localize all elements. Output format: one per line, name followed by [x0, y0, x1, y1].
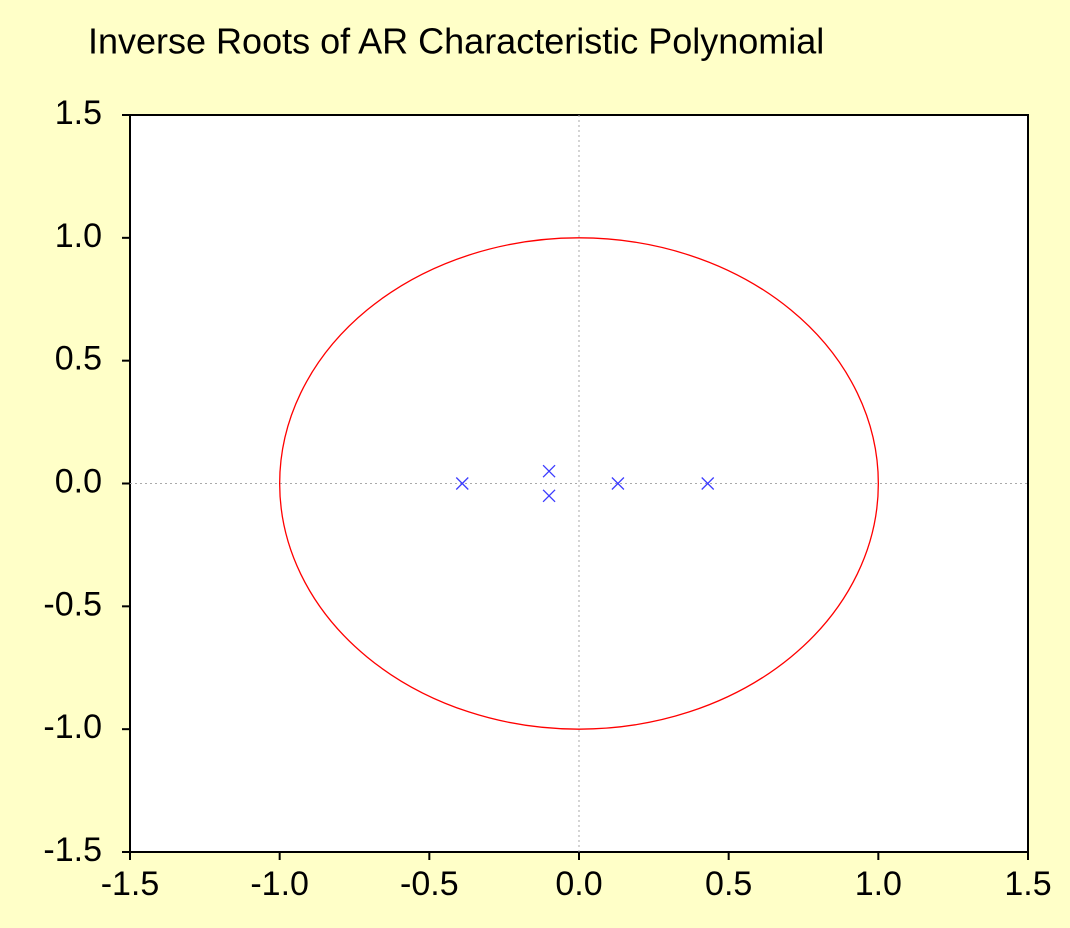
x-tick-label: -1.5	[101, 865, 160, 903]
y-tick-label: -1.5	[43, 831, 102, 869]
root-marker	[455, 477, 469, 490]
x-tick-label: 0.0	[555, 865, 602, 903]
y-tick-label: 0.0	[55, 462, 102, 500]
x-tick-label: 0.5	[705, 865, 752, 903]
y-tick-label: 1.5	[55, 94, 102, 132]
root-marker	[542, 464, 556, 478]
y-tick-label: -1.0	[43, 708, 102, 746]
chart-title: Inverse Roots of AR Characteristic Polyn…	[88, 21, 824, 62]
root-marker	[542, 489, 556, 503]
y-tick-label: 0.5	[55, 340, 102, 378]
x-tick-label: -0.5	[400, 865, 459, 903]
y-tick-label: -0.5	[43, 585, 102, 623]
x-tick-label: 1.5	[1004, 865, 1051, 903]
y-tick-label: 1.0	[55, 217, 102, 255]
x-tick-label: -1.0	[250, 865, 309, 903]
root-marker	[701, 477, 715, 490]
x-tick-label: 1.0	[855, 865, 902, 903]
root-marker	[611, 477, 625, 490]
unit-circle	[279, 237, 879, 730]
